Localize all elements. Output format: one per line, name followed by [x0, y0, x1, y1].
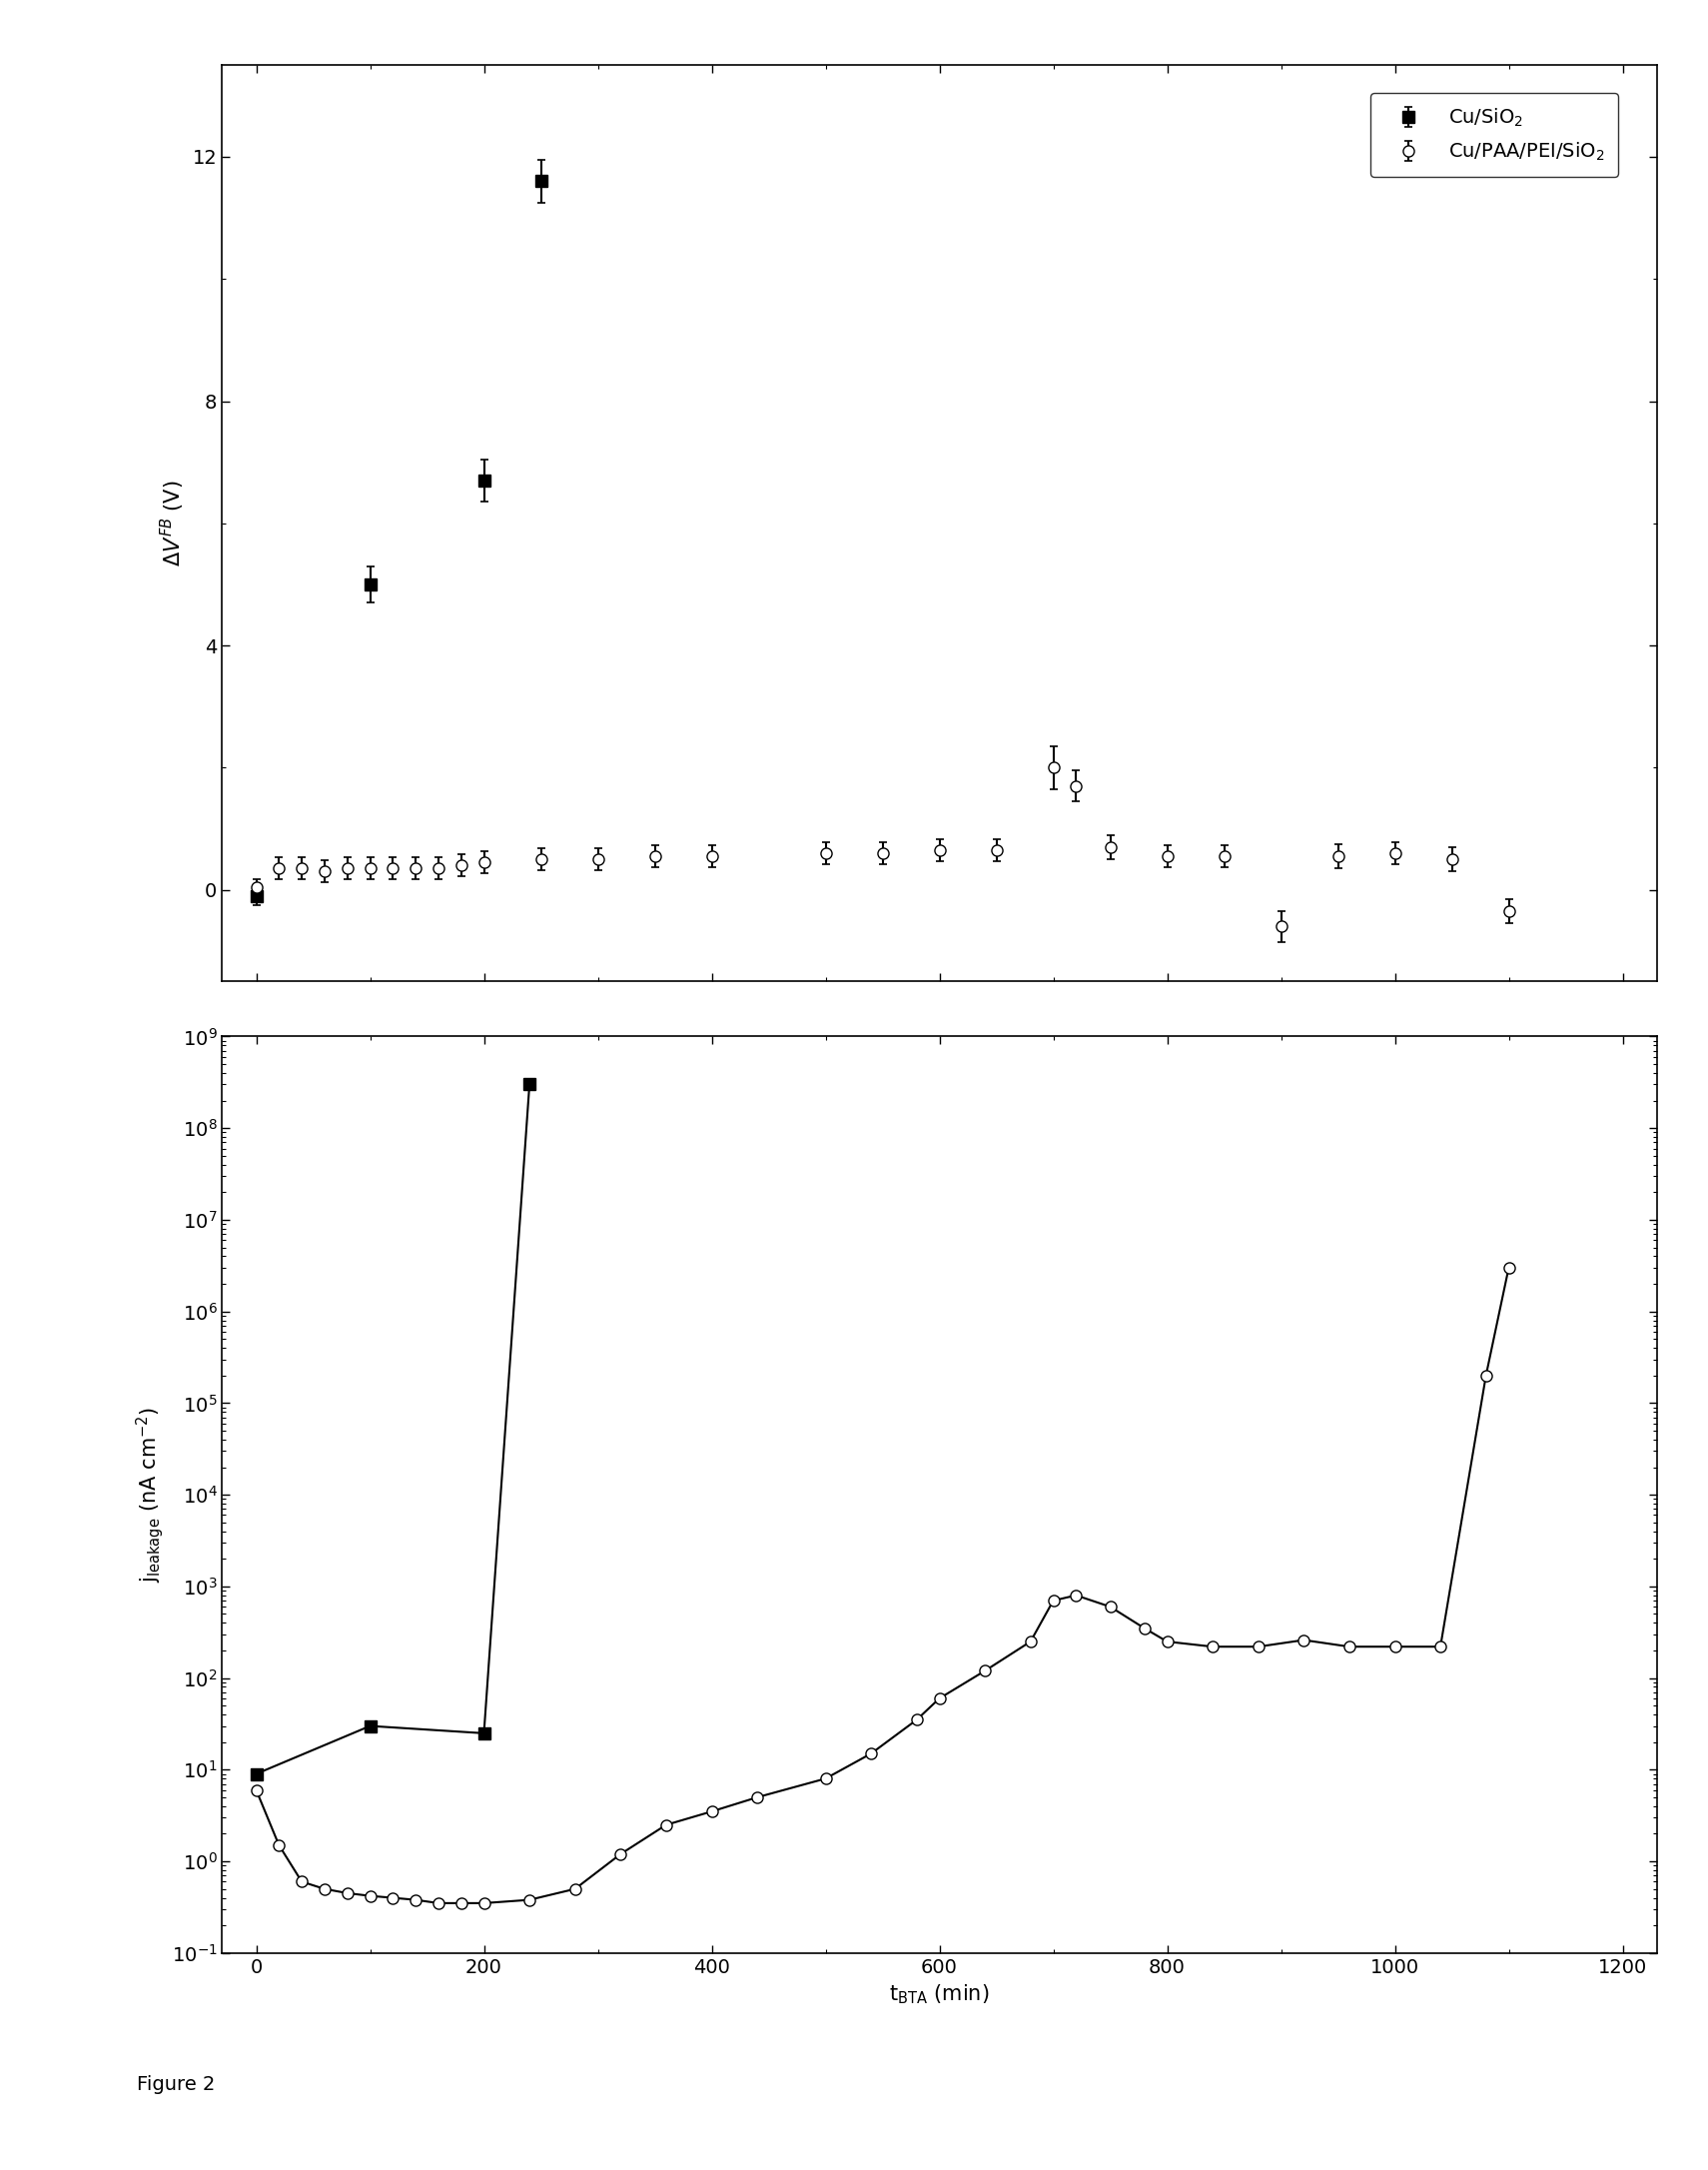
Cu/PAA/PEI/SiO$_2$: [1020, 1628, 1040, 1654]
Cu/PAA/PEI/SiO$_2$: [292, 1868, 313, 1894]
Cu/PAA/PEI/SiO$_2$: [1202, 1634, 1223, 1660]
Cu/PAA/PEI/SiO$_2$: [1249, 1634, 1269, 1660]
Cu/PAA/PEI/SiO$_2$: [861, 1740, 881, 1766]
Cu/PAA/PEI/SiO$_2$: [473, 1890, 494, 1916]
Line: Cu/PAA/PEI/SiO$_2$: Cu/PAA/PEI/SiO$_2$: [251, 1263, 1515, 1910]
Cu/PAA/PEI/SiO$_2$: [1293, 1628, 1313, 1654]
Cu/PAA/PEI/SiO$_2$: [702, 1799, 722, 1825]
Cu/PAA/PEI/SiO$_2$: [907, 1708, 927, 1734]
Cu/SiO$_2$: [360, 1712, 381, 1738]
Cu/PAA/PEI/SiO$_2$: [451, 1890, 471, 1916]
Cu/PAA/PEI/SiO$_2$: [929, 1686, 950, 1712]
Cu/SiO$_2$: [519, 1072, 540, 1098]
Text: Figure 2: Figure 2: [137, 2075, 215, 2094]
Y-axis label: j$_\mathregular{leakage}$ (nA cm$^{-2}$): j$_\mathregular{leakage}$ (nA cm$^{-2}$): [133, 1406, 166, 1582]
Cu/PAA/PEI/SiO$_2$: [336, 1879, 357, 1905]
Cu/SiO$_2$: [473, 1721, 494, 1747]
Cu/PAA/PEI/SiO$_2$: [314, 1875, 335, 1901]
Y-axis label: $\Delta V^{FB}$ (V): $\Delta V^{FB}$ (V): [159, 480, 186, 566]
Cu/PAA/PEI/SiO$_2$: [975, 1658, 996, 1684]
Cu/PAA/PEI/SiO$_2$: [1100, 1593, 1120, 1619]
Cu/PAA/PEI/SiO$_2$: [1156, 1628, 1177, 1654]
Cu/PAA/PEI/SiO$_2$: [610, 1840, 630, 1866]
Cu/PAA/PEI/SiO$_2$: [383, 1886, 403, 1912]
Cu/SiO$_2$: [246, 1760, 266, 1786]
Cu/PAA/PEI/SiO$_2$: [1066, 1582, 1086, 1608]
Cu/PAA/PEI/SiO$_2$: [1476, 1363, 1496, 1389]
Cu/PAA/PEI/SiO$_2$: [1339, 1634, 1360, 1660]
Cu/PAA/PEI/SiO$_2$: [429, 1890, 449, 1916]
Cu/PAA/PEI/SiO$_2$: [246, 1777, 266, 1803]
Cu/PAA/PEI/SiO$_2$: [1134, 1614, 1155, 1641]
Cu/PAA/PEI/SiO$_2$: [405, 1888, 425, 1914]
Cu/PAA/PEI/SiO$_2$: [360, 1884, 381, 1910]
Cu/PAA/PEI/SiO$_2$: [656, 1812, 676, 1838]
Cu/PAA/PEI/SiO$_2$: [1385, 1634, 1406, 1660]
Cu/PAA/PEI/SiO$_2$: [268, 1831, 289, 1858]
Cu/PAA/PEI/SiO$_2$: [519, 1888, 540, 1914]
X-axis label: t$_\mathregular{BTA}$ (min): t$_\mathregular{BTA}$ (min): [890, 1983, 989, 2005]
Cu/PAA/PEI/SiO$_2$: [1430, 1634, 1450, 1660]
Legend: Cu/SiO$_2$, Cu/PAA/PEI/SiO$_2$: Cu/SiO$_2$, Cu/PAA/PEI/SiO$_2$: [1372, 93, 1619, 176]
Cu/PAA/PEI/SiO$_2$: [1044, 1588, 1064, 1614]
Line: Cu/SiO$_2$: Cu/SiO$_2$: [251, 1078, 535, 1779]
Cu/PAA/PEI/SiO$_2$: [565, 1875, 586, 1901]
Cu/PAA/PEI/SiO$_2$: [1498, 1254, 1518, 1280]
Cu/PAA/PEI/SiO$_2$: [815, 1766, 835, 1792]
Cu/PAA/PEI/SiO$_2$: [746, 1784, 767, 1810]
